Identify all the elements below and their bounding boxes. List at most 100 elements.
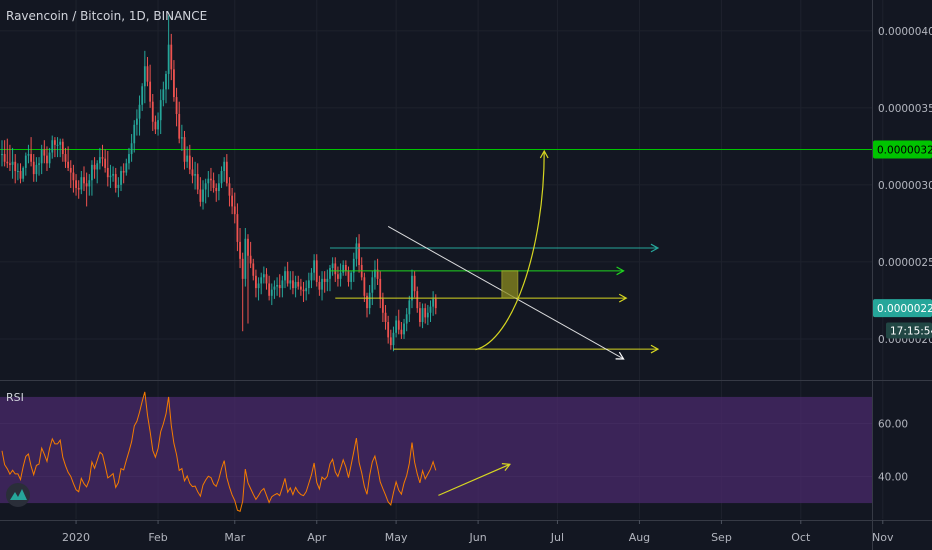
candle <box>204 178 207 204</box>
candle <box>405 308 408 332</box>
candle <box>368 285 371 315</box>
tradingview-logo[interactable] <box>6 483 30 507</box>
candle <box>217 174 220 201</box>
candle <box>149 64 152 108</box>
candle-body <box>342 264 345 273</box>
candle <box>265 268 268 290</box>
candle <box>91 160 93 196</box>
candle-body <box>387 321 390 338</box>
rsi-trend-arrow <box>438 463 511 496</box>
candle-body <box>379 278 382 299</box>
candle-body <box>188 155 191 170</box>
candle-body <box>426 312 429 318</box>
candle-body <box>96 163 99 170</box>
candle-body <box>424 308 427 318</box>
candle-body <box>173 69 175 98</box>
candle-body <box>313 260 316 273</box>
candle <box>22 166 25 182</box>
symbol-title: Ravencoin / Bitcoin, 1D, BINANCE <box>6 9 207 23</box>
candle <box>96 160 99 184</box>
candle-body <box>381 298 384 313</box>
projection-curve <box>475 150 545 351</box>
candle-body <box>292 280 294 289</box>
candle-body <box>403 323 405 335</box>
candle-body <box>141 86 144 105</box>
candle <box>416 286 419 313</box>
candle <box>180 124 183 151</box>
candle-body <box>236 214 239 242</box>
candle <box>284 266 286 289</box>
candle-body <box>371 277 374 293</box>
candle <box>154 115 157 135</box>
candle-body <box>257 283 260 289</box>
candle-body <box>106 167 109 178</box>
candle <box>56 137 59 158</box>
candle <box>334 257 337 282</box>
candle <box>289 271 292 290</box>
candle-body <box>130 143 133 155</box>
candle-body <box>80 177 83 190</box>
candle <box>6 138 9 168</box>
candle-body <box>170 44 173 70</box>
candle-body <box>178 114 181 139</box>
candle <box>244 228 247 287</box>
candle <box>117 177 120 198</box>
candle <box>294 275 297 298</box>
candle <box>381 292 384 322</box>
candle <box>146 57 149 87</box>
candle <box>46 146 48 172</box>
candle <box>225 154 228 187</box>
candle-body <box>167 44 170 74</box>
teal-ray-arrow <box>650 243 660 253</box>
candle <box>408 295 411 322</box>
candle <box>75 174 77 196</box>
candle-body <box>149 81 152 102</box>
candle-body <box>268 283 271 296</box>
candle-body <box>64 154 67 162</box>
candle-body <box>59 141 62 145</box>
candle-body <box>101 157 104 159</box>
candle <box>247 234 249 324</box>
candle-body <box>429 306 432 313</box>
rsi-pane-label: RSI <box>6 391 24 404</box>
candle <box>3 140 6 167</box>
candle-body <box>337 274 339 279</box>
candle-body <box>69 167 72 173</box>
candle <box>323 271 326 293</box>
candle-body <box>210 178 212 181</box>
x-tick-label: Jun <box>469 531 487 544</box>
candles-layer <box>1 15 437 352</box>
candle-body <box>72 172 75 181</box>
candle-body <box>281 280 284 289</box>
candle <box>424 303 427 324</box>
candle-body <box>413 275 416 292</box>
candle <box>170 33 173 81</box>
candle <box>302 281 305 302</box>
candle-body <box>122 171 125 173</box>
candle-body <box>11 161 14 165</box>
candle-body <box>98 157 101 164</box>
candle-body <box>196 174 199 190</box>
candle-body <box>43 149 46 156</box>
candle <box>270 283 273 306</box>
candle-body <box>138 104 141 119</box>
candle <box>128 147 130 170</box>
candle <box>35 157 38 182</box>
candle-body <box>310 272 313 281</box>
candle-body <box>112 174 114 176</box>
candle-body <box>125 163 128 173</box>
candle-body <box>135 118 138 125</box>
candle-body <box>260 277 263 284</box>
candle <box>101 144 104 167</box>
candle <box>212 172 215 193</box>
candle <box>51 135 54 159</box>
candle <box>276 277 278 296</box>
candle <box>67 146 70 172</box>
candle-body <box>14 161 17 172</box>
candle-body <box>159 100 162 121</box>
candle-body <box>88 180 91 187</box>
candle-body <box>120 171 122 185</box>
yellow-ray-upper-arrow <box>618 293 628 303</box>
candle-body <box>91 164 93 181</box>
